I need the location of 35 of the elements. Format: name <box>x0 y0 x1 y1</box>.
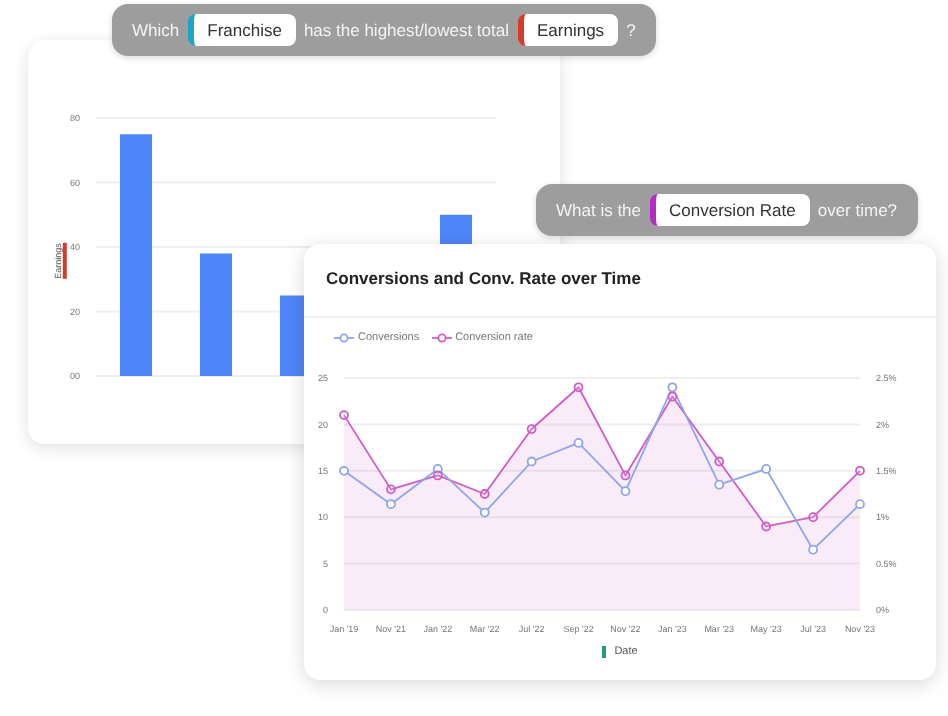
point <box>855 499 865 510</box>
text: What is the <box>556 200 642 220</box>
text: ? <box>626 20 636 40</box>
point <box>386 499 396 510</box>
point <box>761 464 772 474</box>
text: Conversion Rate <box>649 194 810 226</box>
point <box>526 424 537 434</box>
point <box>667 391 678 402</box>
text: Which <box>132 20 180 40</box>
point <box>479 507 490 518</box>
chart-title: Conversions and Conv. Rate over Time <box>326 268 641 288</box>
point <box>714 456 725 467</box>
point <box>761 521 772 532</box>
point <box>432 470 443 481</box>
point <box>339 465 349 476</box>
point <box>808 544 818 555</box>
bar <box>200 253 232 376</box>
text: over time? <box>817 200 898 220</box>
text: Franchise <box>187 14 296 46</box>
point <box>808 512 818 523</box>
point <box>714 479 725 490</box>
text: has the highest/lowest total <box>303 20 509 40</box>
point <box>339 410 349 421</box>
point <box>855 465 865 476</box>
point <box>432 464 443 474</box>
point <box>526 456 537 467</box>
point <box>620 486 631 497</box>
point <box>620 470 631 481</box>
bar <box>120 134 152 376</box>
point <box>573 438 584 448</box>
point <box>573 382 584 393</box>
point <box>667 382 678 393</box>
point <box>386 484 396 495</box>
text: Earnings <box>517 14 619 46</box>
point <box>479 489 490 499</box>
